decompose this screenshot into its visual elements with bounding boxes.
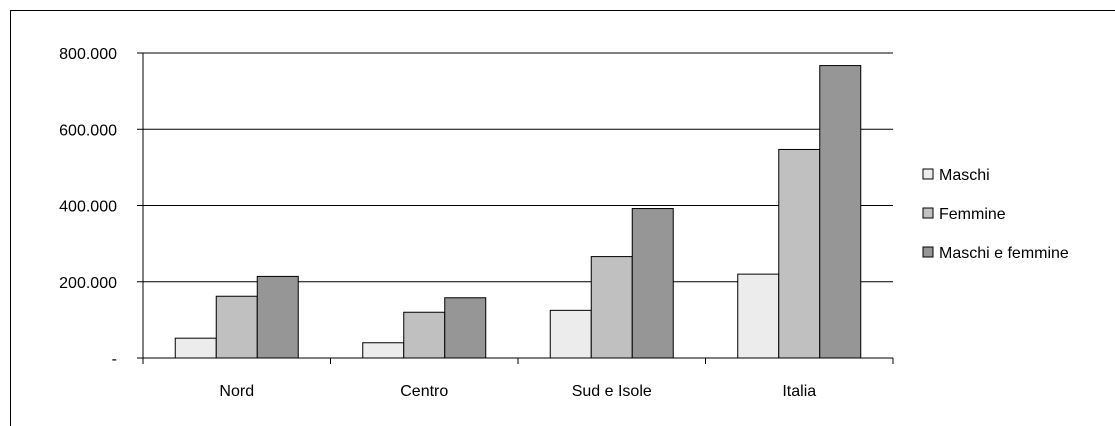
x-category-label: Centro	[400, 383, 448, 400]
bar	[549, 309, 592, 359]
legend-label: Femmine	[939, 206, 1006, 223]
y-tick-label: -	[112, 351, 117, 368]
legend-swatch	[922, 207, 934, 219]
chart-frame	[10, 10, 1115, 426]
bar	[737, 273, 780, 359]
legend-swatch	[922, 246, 934, 258]
bar	[362, 342, 405, 359]
bar	[215, 295, 258, 359]
x-axis-category-labels: Nord Centro Sud e Isole Italia	[219, 383, 816, 400]
legend-label: Maschi	[939, 167, 990, 184]
bar	[444, 297, 487, 359]
bars	[174, 65, 862, 359]
y-tick-label: 800.000	[59, 46, 117, 63]
axes	[137, 52, 894, 364]
y-tick-label: 600.000	[59, 122, 117, 139]
bar	[631, 208, 674, 359]
bar	[256, 275, 299, 359]
y-tick-label: 400.000	[59, 199, 117, 216]
bar	[174, 337, 217, 359]
y-tick-label: 200.000	[59, 275, 117, 292]
bar	[403, 311, 446, 359]
y-axis-tick-labels: - 200.000 400.000 600.000 800.000	[59, 46, 117, 368]
legend-label: Maschi e femmine	[939, 245, 1069, 262]
legend-swatch	[922, 168, 934, 180]
x-category-label: Italia	[782, 383, 816, 400]
bar	[778, 148, 821, 359]
bar	[590, 256, 633, 359]
bar	[819, 65, 862, 359]
legend: Maschi Femmine Maschi e femmine	[922, 167, 1069, 262]
x-category-label: Sud e Isole	[572, 383, 652, 400]
x-category-label: Nord	[219, 383, 254, 400]
